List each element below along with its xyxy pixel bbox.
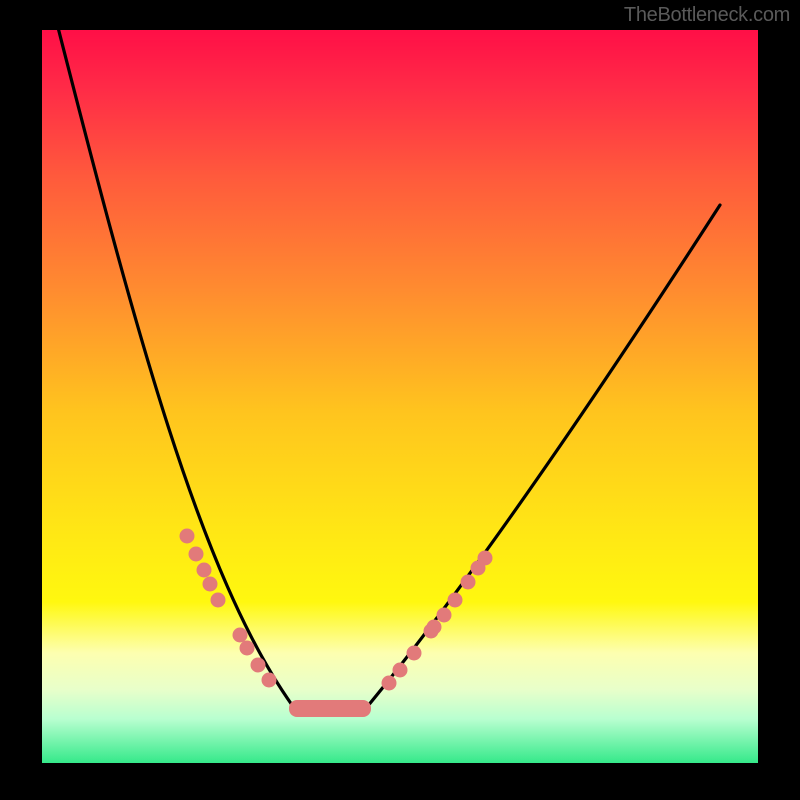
scatter-dot — [407, 646, 422, 661]
scatter-dot — [233, 628, 248, 643]
scatter-dot — [251, 658, 266, 673]
scatter-dot — [197, 563, 212, 578]
scatter-pill — [289, 700, 371, 717]
scatter-dot — [437, 608, 452, 623]
scatter-markers — [180, 529, 493, 718]
scatter-dot — [203, 577, 218, 592]
plot-area — [42, 30, 758, 763]
scatter-dot — [180, 529, 195, 544]
chart-overlay — [42, 30, 758, 763]
scatter-dot — [240, 641, 255, 656]
scatter-dot — [262, 673, 277, 688]
v-curve — [51, 30, 720, 707]
scatter-dot — [393, 663, 408, 678]
watermark-text: TheBottleneck.com — [624, 4, 790, 27]
scatter-dot — [189, 547, 204, 562]
scatter-dot — [382, 676, 397, 691]
scatter-dot — [461, 575, 476, 590]
scatter-dot — [478, 551, 493, 566]
scatter-dot — [448, 593, 463, 608]
scatter-dot — [427, 620, 442, 635]
scatter-dot — [211, 593, 226, 608]
